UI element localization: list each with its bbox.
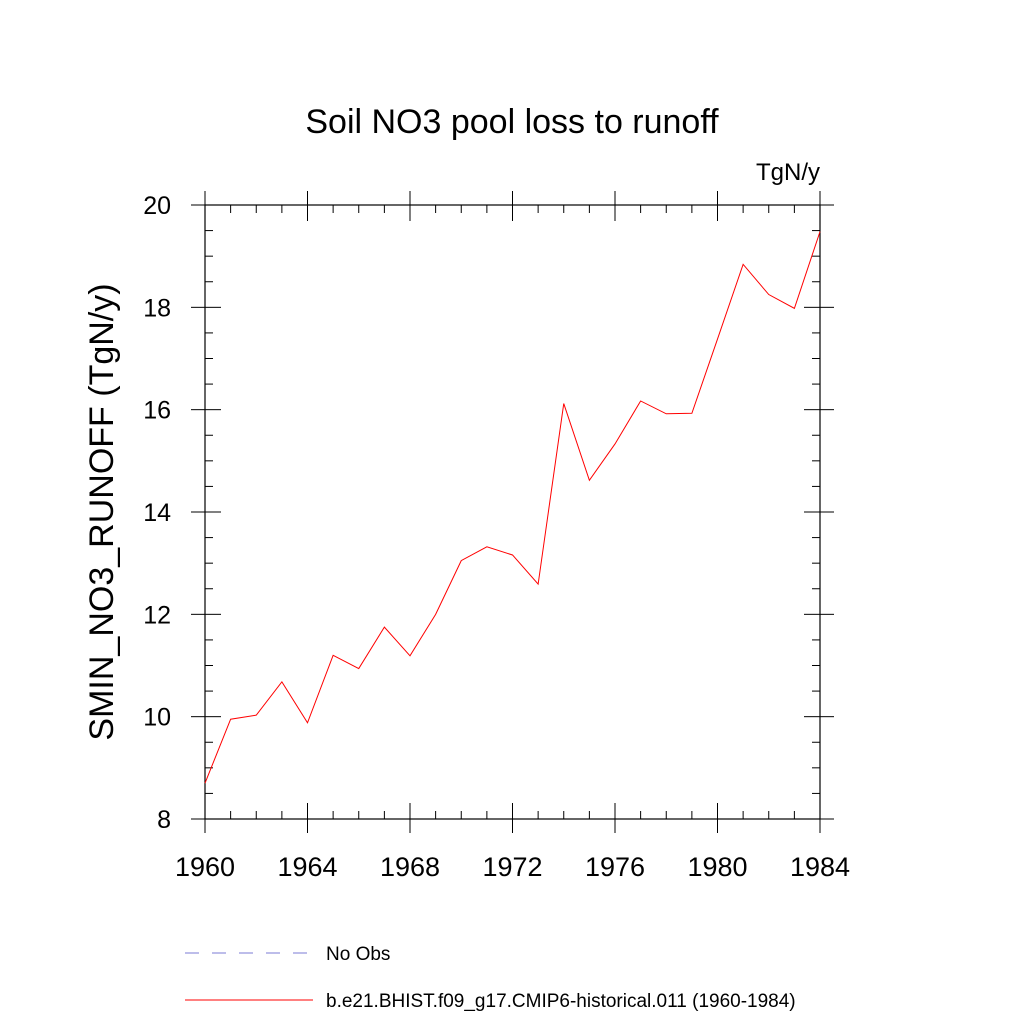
x-tick-label: 1976 — [585, 852, 645, 882]
legend-label-model: b.e21.BHIST.f09_g17.CMIP6-historical.011… — [326, 991, 796, 1012]
plot-frame — [204, 204, 821, 820]
x-tick-label: 1980 — [687, 852, 747, 882]
x-tick-label: 1960 — [175, 852, 235, 882]
units-label: TgN/y — [756, 159, 820, 186]
y-tick-label: 20 — [143, 192, 171, 220]
legend: No Obs b.e21.BHIST.f09_g17.CMIP6-histori… — [185, 944, 796, 1012]
y-tick-label: 14 — [143, 499, 171, 527]
y-axis-label: SMIN_NO3_RUNOFF (TgN/y) — [83, 283, 121, 740]
series-line — [204, 231, 821, 784]
y-tick-label: 12 — [143, 601, 171, 629]
y-tick-label: 10 — [143, 704, 171, 732]
x-tick-label: 1984 — [790, 852, 850, 882]
legend-label-no-obs: No Obs — [326, 944, 390, 965]
y-tick-label: 18 — [143, 294, 171, 322]
tick-labels: 1960 1964 1968 1972 1976 1980 1984 8 10 12 14 16 18 2… — [143, 192, 850, 882]
y-tick-label: 16 — [143, 397, 171, 425]
x-tick-label: 1968 — [380, 852, 440, 882]
chart-title: Soil NO3 pool loss to runoff — [305, 103, 719, 141]
y-tick-label: 8 — [157, 806, 171, 834]
x-tick-label: 1972 — [482, 852, 542, 882]
x-tick-label: 1964 — [277, 852, 337, 882]
axis-ticks — [191, 191, 834, 833]
series-layer — [204, 231, 821, 784]
